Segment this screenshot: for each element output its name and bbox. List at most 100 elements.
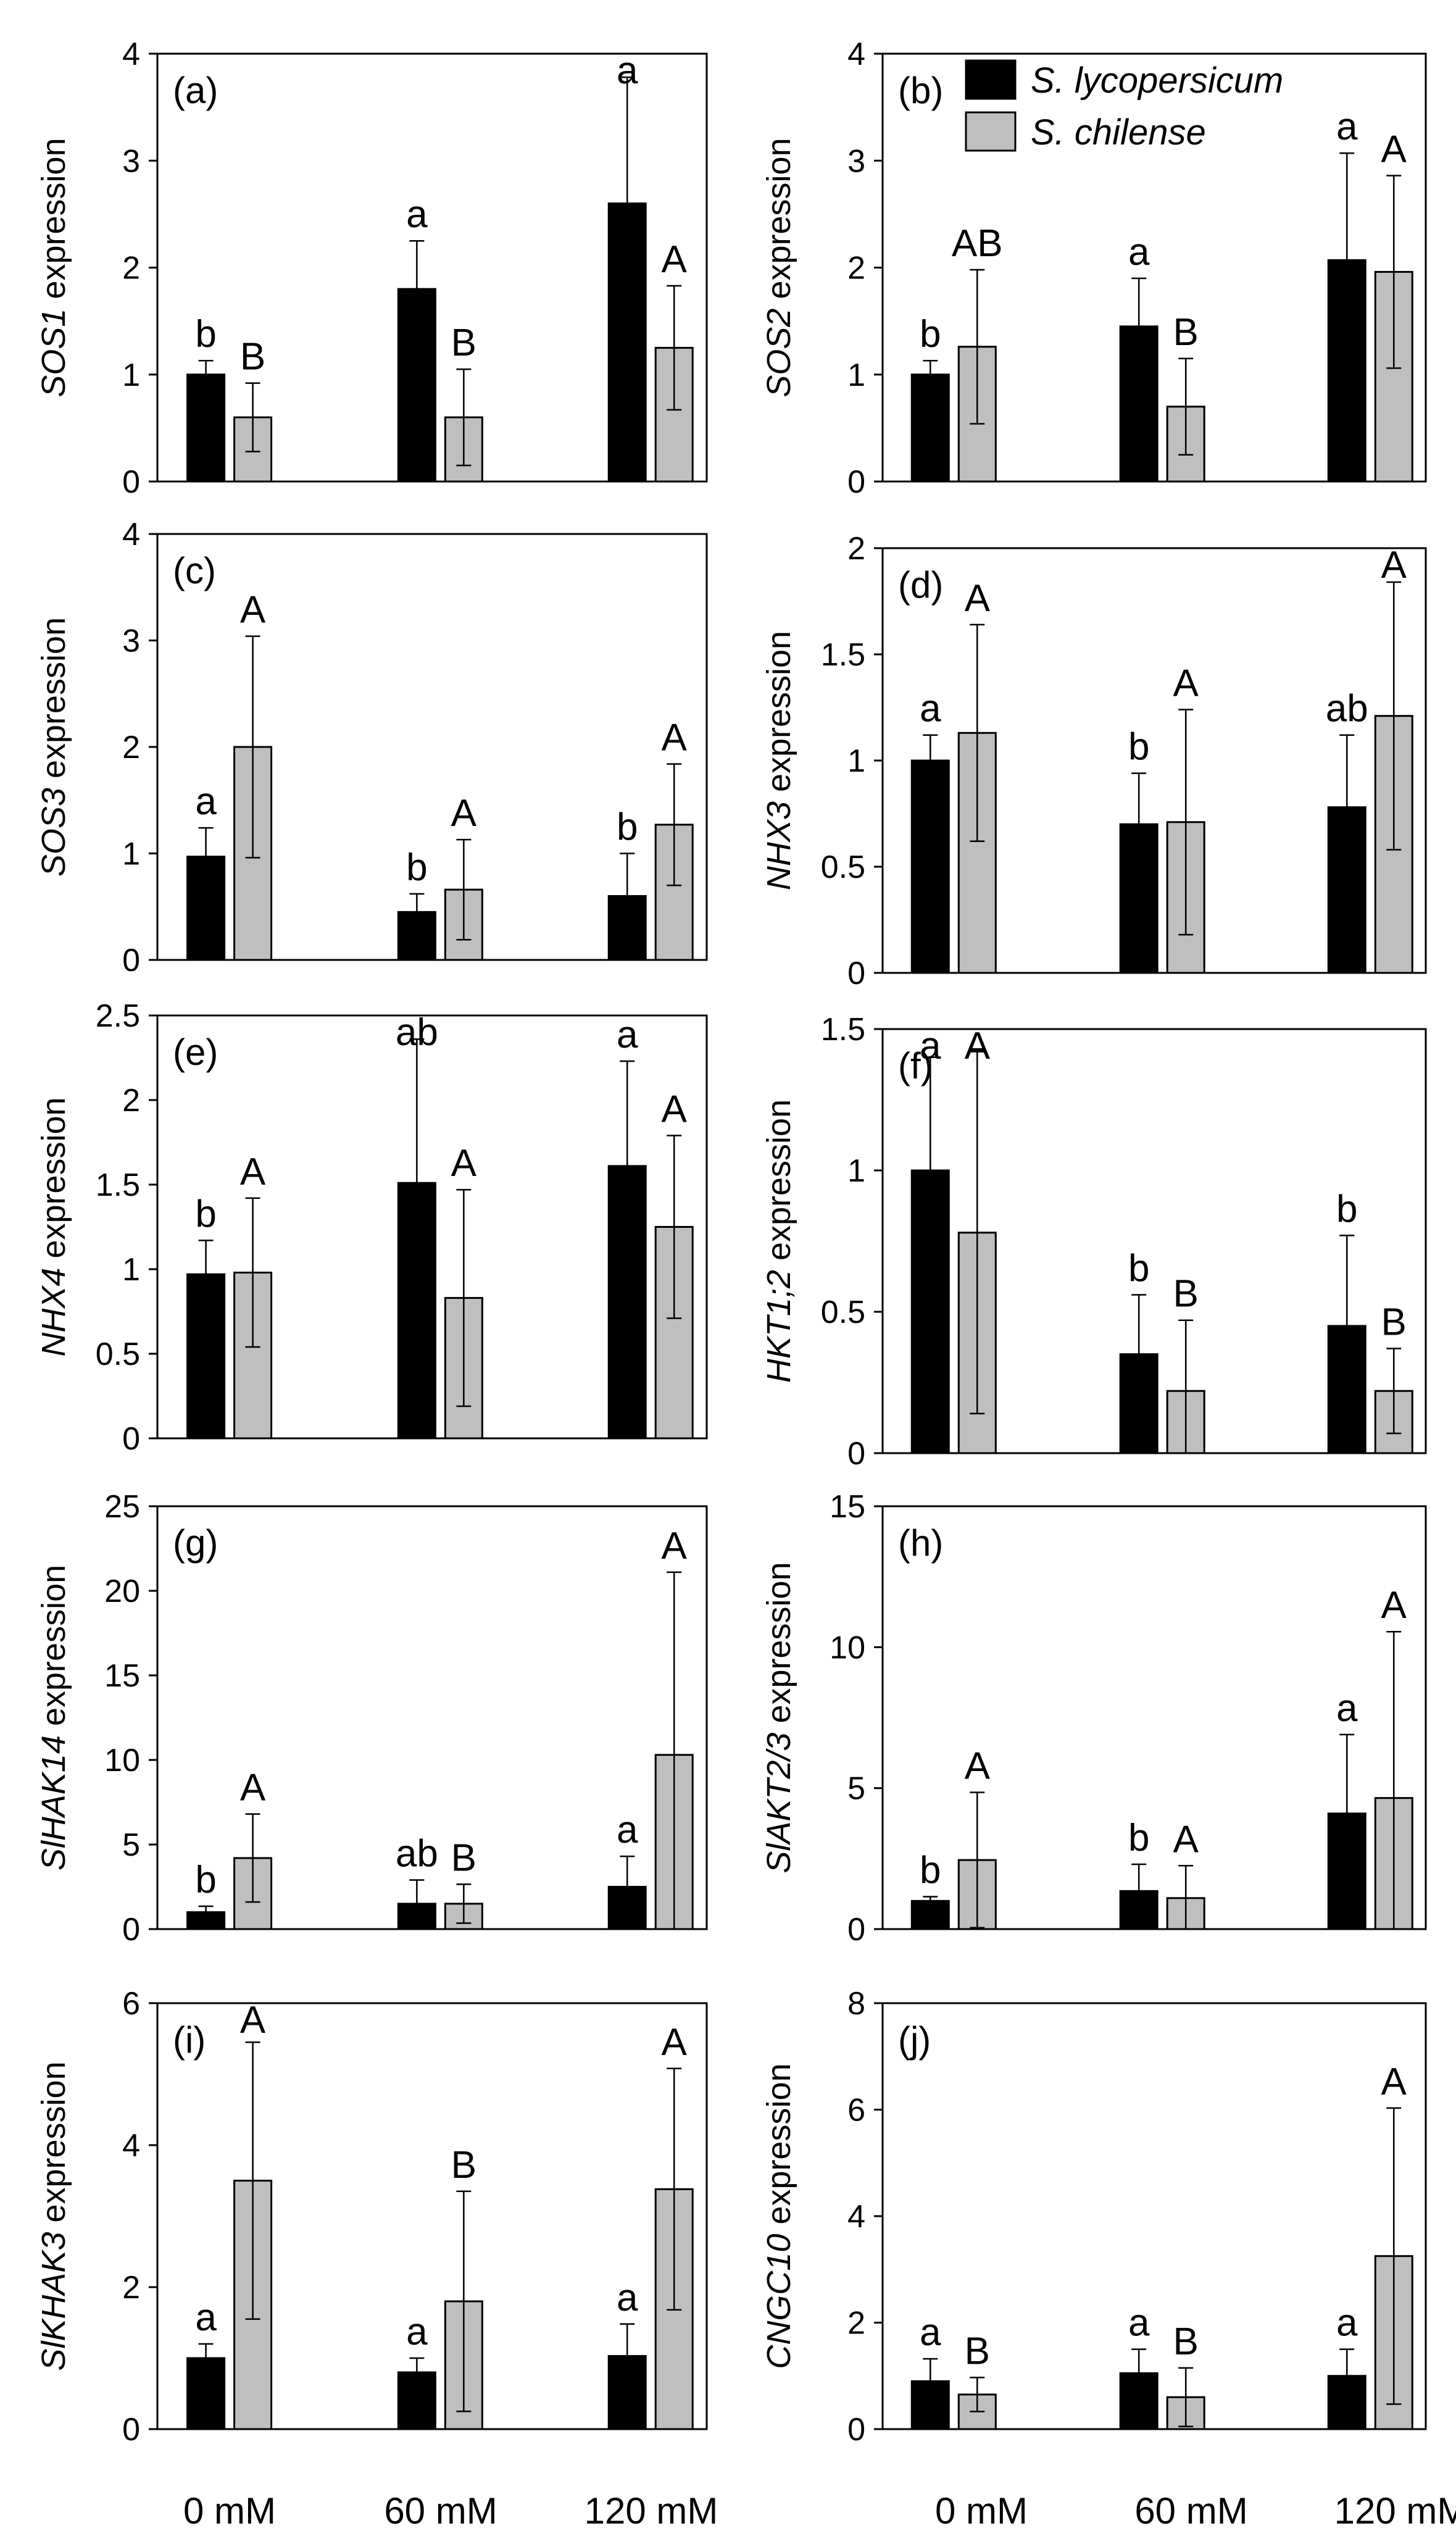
- error-bar: [456, 1883, 472, 1924]
- error-bar: [245, 382, 260, 452]
- significance-letter: A: [451, 792, 477, 835]
- y-tick-label: 4: [847, 2199, 865, 2235]
- y-tick-label: 6: [122, 1986, 140, 2022]
- y-tick-label: 4: [122, 517, 140, 552]
- y-axis-suffix: expression: [760, 138, 797, 308]
- x-label-right-1: 60 mM: [1134, 2490, 1247, 2532]
- y-tick-label: 0: [122, 464, 140, 500]
- y-tick-label: 1: [122, 836, 140, 872]
- significance-letter: A: [662, 238, 688, 281]
- y-tick-label: 1: [122, 357, 140, 393]
- y-axis-gene: CNGC10: [760, 2234, 797, 2369]
- y-tick-label: 1: [847, 743, 865, 779]
- significance-letter: b: [195, 313, 216, 356]
- bar-lycopersicum-0: [910, 373, 950, 483]
- y-tick-label: 0: [847, 2412, 865, 2448]
- significance-letter: A: [965, 1025, 991, 1067]
- y-tick-label: 15: [104, 1658, 140, 1694]
- y-tick-label: 4: [122, 36, 140, 72]
- significance-letter: ab: [396, 1011, 438, 1054]
- y-tick-label: 1.5: [96, 1167, 140, 1203]
- significance-letter: a: [617, 2277, 638, 2319]
- error-bar: [970, 1791, 985, 1928]
- y-axis-gene: NHX4: [35, 1268, 72, 1357]
- y-tick-label: 3: [847, 143, 865, 179]
- y-tick-label: 0.5: [96, 1336, 140, 1372]
- error-bar: [667, 2067, 682, 2311]
- legend-label-lycopersicum: S. lycopersicum: [1031, 60, 1283, 101]
- significance-letter: A: [965, 577, 991, 620]
- x-category-labels: 0 mM 60 mM 120 mM 0 mM 60 mM 120 mM: [183, 2490, 1456, 2532]
- error-bar: [1386, 1630, 1402, 1930]
- significance-letter: B: [240, 336, 265, 378]
- significance-letter: a: [617, 1809, 638, 1851]
- y-tick-label: 0: [847, 464, 865, 500]
- y-axis-suffix: expression: [760, 1562, 797, 1732]
- error-bar: [1178, 709, 1194, 936]
- y-tick-label: 0: [122, 1912, 140, 1948]
- significance-letter: a: [1336, 1687, 1358, 1730]
- y-tick-label: 0: [847, 1436, 865, 1472]
- panel-label: (e): [173, 1032, 218, 1073]
- y-axis-gene: HKT1;2: [760, 1270, 797, 1383]
- significance-letter: A: [240, 1767, 266, 1809]
- significance-letter: ab: [396, 1833, 438, 1875]
- y-axis-gene: SlAKT2/3: [760, 1733, 797, 1874]
- y-axis-suffix: expression: [35, 1565, 72, 1735]
- significance-letter: b: [617, 806, 638, 849]
- y-axis-label: SlKHAK3 expression: [35, 2061, 72, 2370]
- y-tick-label: 1: [847, 1153, 865, 1189]
- x-label-right-0: 0 mM: [935, 2490, 1028, 2532]
- y-axis-suffix: expression: [35, 138, 72, 308]
- y-tick-label: 10: [104, 1743, 140, 1778]
- y-tick-label: 4: [122, 2128, 140, 2164]
- significance-letter: b: [1128, 726, 1149, 769]
- significance-letter: B: [451, 2144, 476, 2187]
- y-axis-label: SOS3 expression: [35, 617, 72, 877]
- y-tick-label: 6: [847, 2093, 865, 2128]
- significance-letter: a: [1128, 2302, 1150, 2345]
- error-bar: [1178, 2367, 1194, 2427]
- significance-letter: A: [1173, 1818, 1199, 1861]
- significance-letter: a: [1336, 106, 1358, 148]
- error-bar: [456, 838, 472, 941]
- error-bar: [667, 763, 682, 886]
- y-tick-label: 4: [847, 36, 865, 72]
- bar-lycopersicum-0: [910, 759, 950, 974]
- error-bar: [456, 1188, 472, 1407]
- error-bar: [409, 240, 425, 338]
- significance-letter: a: [1128, 231, 1150, 273]
- y-tick-label: 2: [847, 531, 865, 567]
- y-tick-label: 3: [122, 623, 140, 659]
- error-bar: [620, 2323, 635, 2389]
- panel-label: (c): [173, 550, 216, 591]
- y-tick-label: 15: [830, 1489, 865, 1525]
- y-axis-label: NHX4 expression: [35, 1097, 72, 1356]
- y-axis-suffix: expression: [35, 2061, 72, 2232]
- error-bar: [409, 1038, 425, 1328]
- significance-letter: a: [1336, 2302, 1358, 2345]
- y-axis-suffix: expression: [760, 2063, 797, 2233]
- error-bar: [620, 1855, 635, 1919]
- significance-letter: B: [965, 2330, 990, 2372]
- error-bar: [1131, 1294, 1147, 1415]
- significance-letter: a: [920, 2311, 941, 2354]
- y-tick-label: 0: [122, 943, 140, 978]
- significance-letter: b: [1128, 1817, 1149, 1859]
- y-axis-label: CNGC10 expression: [760, 2063, 797, 2369]
- significance-letter: b: [406, 846, 427, 889]
- y-tick-label: 10: [830, 1630, 865, 1666]
- error-bar: [1339, 1733, 1355, 1893]
- y-axis-suffix: expression: [760, 1099, 797, 1270]
- error-bar: [1386, 581, 1402, 851]
- error-bar: [1178, 1319, 1194, 1454]
- y-axis-suffix: expression: [760, 631, 797, 801]
- error-bar: [1386, 2107, 1402, 2405]
- y-tick-label: 2: [122, 730, 140, 765]
- error-bar: [198, 359, 214, 390]
- y-tick-label: 0: [122, 1421, 140, 1457]
